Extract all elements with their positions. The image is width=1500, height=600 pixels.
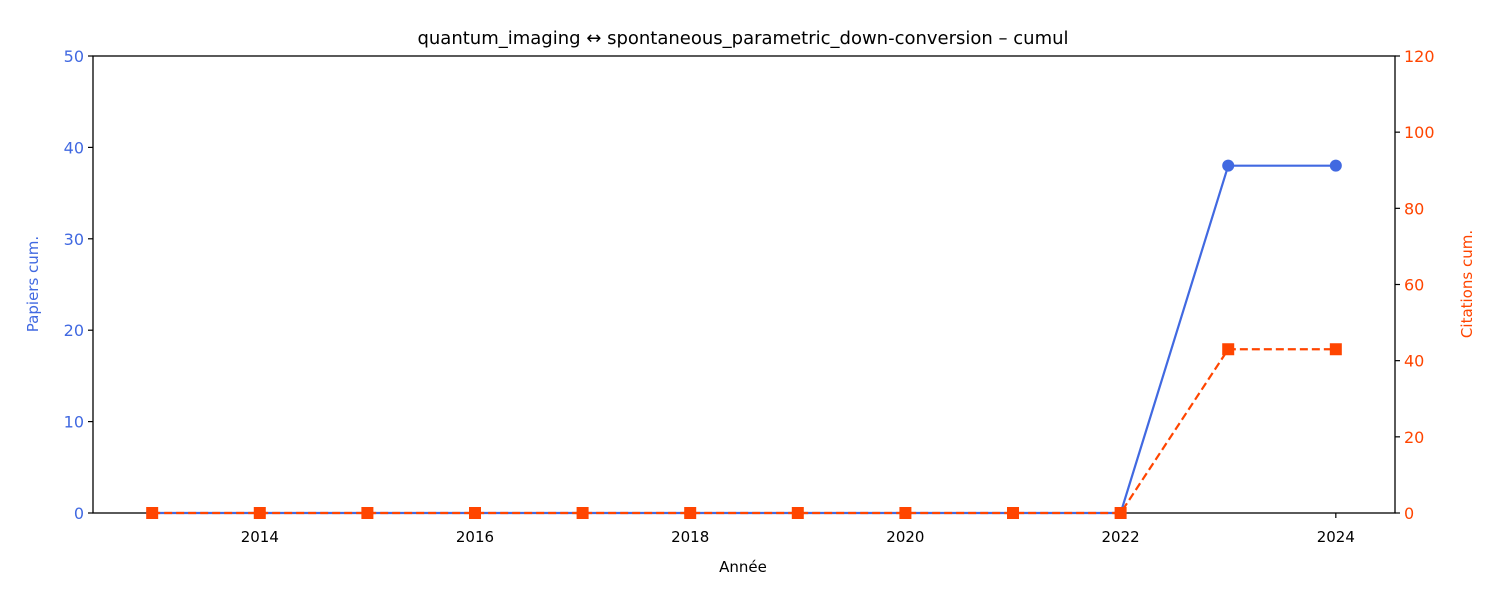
series-1 — [146, 159, 1342, 519]
left-y-tick-label: 50 — [64, 47, 84, 66]
right-y-axis-ticks: 0 20 40 60 80 100 120 — [1395, 47, 1435, 523]
series-1-line — [152, 164, 1336, 515]
x-tick-label: 2022 — [1102, 528, 1140, 546]
series-2-point — [253, 507, 266, 519]
x-tick-label: 2018 — [671, 528, 709, 546]
right-y-tick-label: 80 — [1404, 199, 1424, 218]
series-2-point — [899, 507, 912, 519]
series-2-point — [576, 507, 589, 519]
left-y-tick-label: 40 — [64, 138, 84, 157]
right-y-tick-label: 120 — [1404, 47, 1435, 66]
series-2-point — [1007, 507, 1020, 519]
chart-title: quantum_imaging ↔ spontaneous_parametric… — [417, 28, 1068, 49]
left-y-tick-label: 0 — [74, 504, 84, 523]
x-tick-label: 2024 — [1317, 528, 1355, 546]
series-2 — [146, 343, 1342, 519]
left-y-axis-ticks: 0 10 20 30 40 50 — [64, 47, 93, 523]
x-tick-label: 2016 — [456, 528, 494, 546]
series-layer — [146, 159, 1342, 519]
series-1-point — [1329, 159, 1342, 172]
plot-frame — [92, 55, 1396, 514]
right-y-tick-label: 40 — [1404, 352, 1424, 371]
left-y-tick-label: 10 — [64, 413, 84, 432]
series-2-point — [146, 507, 159, 519]
x-axis-label: Année — [719, 558, 767, 576]
series-1-point — [1222, 159, 1235, 172]
right-y-tick-label: 0 — [1404, 504, 1414, 523]
right-y-tick-label: 100 — [1404, 123, 1435, 142]
series-2-point — [1329, 343, 1342, 356]
plot-border — [92, 55, 1396, 514]
series-2-point — [684, 507, 697, 519]
right-y-axis-label: Citations cum. — [1458, 230, 1476, 338]
series-2-point — [1114, 507, 1127, 519]
series-2-line — [152, 348, 1336, 515]
x-axis-ticks: 2014 2016 2018 2020 2022 2024 — [241, 513, 1355, 546]
series-2-point — [361, 507, 374, 519]
series-2-point — [1222, 343, 1235, 356]
left-y-tick-label: 20 — [64, 321, 84, 340]
left-y-axis-label: Papiers cum. — [24, 236, 42, 332]
series-2-point — [468, 507, 481, 519]
right-y-tick-label: 20 — [1404, 428, 1424, 447]
x-tick-label: 2020 — [886, 528, 924, 546]
right-y-tick-label: 60 — [1404, 276, 1424, 295]
x-tick-label: 2014 — [241, 528, 279, 546]
series-2-point — [791, 507, 804, 519]
left-y-tick-label: 30 — [64, 230, 84, 249]
